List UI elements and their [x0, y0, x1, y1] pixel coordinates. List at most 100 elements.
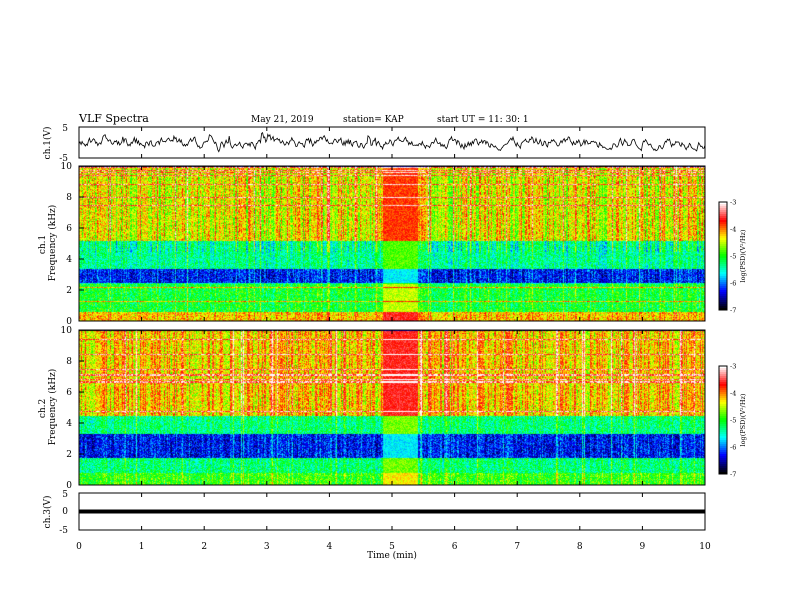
ch1-colorbar-cell: [719, 238, 727, 241]
ch1-colorbar-cell: [719, 206, 727, 209]
ch1-colorbar-cell: [719, 282, 727, 285]
ch1-colorbar-cell: [719, 218, 727, 221]
ch1-colorbar-cell: [719, 228, 727, 231]
ch2-colorbar-cell: [719, 378, 727, 381]
ch2-colorbar-cell: [719, 448, 727, 451]
ch1-colorbar-cell: [719, 256, 727, 259]
ch1-colorbar-frame: [718, 201, 728, 311]
ch2-colorbar: -3 -4 -5 -6 -7 log(PSD)(V²/Hz): [718, 363, 747, 479]
ch2-colorbar-cell: [719, 376, 727, 379]
ch1-colorbar-cell: [719, 274, 727, 277]
ch1-colorbar-cell: [719, 270, 727, 273]
ch2-colorbar-cell: [719, 454, 727, 457]
ch1-colorbar-cell: [719, 302, 727, 305]
ch3-ytick-top: 5: [62, 490, 68, 500]
ch1-colorbar-tick--6: -6: [730, 280, 736, 288]
ch2-colorbar-cell: [719, 462, 727, 465]
xtick-4: 4: [327, 542, 333, 552]
ch2-colorbar-cell: [719, 368, 727, 371]
ch1-spectrogram-image: [79, 166, 705, 321]
ch1-colorbar-cell: [719, 272, 727, 275]
ch2-ytick-0: 0: [66, 481, 72, 491]
ch1-colorbar-cell: [719, 212, 727, 215]
ch1-ytick-10: 10: [61, 162, 73, 172]
ch1-colorbar-cell: [719, 304, 727, 307]
ch2-colorbar-cell: [719, 444, 727, 447]
ch1-colorbar-cell: [719, 236, 727, 239]
ch2-colorbar-cell: [719, 426, 727, 429]
ch1-colorbar-cell: [719, 246, 727, 249]
figure-title: VLF Spectra: [78, 112, 149, 125]
ch2-colorbar-tick--4: -4: [730, 390, 736, 398]
ch1-colorbar-cell: [719, 284, 727, 287]
ch2-colorbar-cell: [719, 408, 727, 411]
ch2-colorbar-cell: [719, 470, 727, 473]
ch2-colorbar-cell: [719, 416, 727, 419]
ch2-colorbar-cell: [719, 384, 727, 387]
ch1-ytick-2: 2: [66, 286, 72, 296]
ch2-colorbar-cell: [719, 406, 727, 409]
ch1-colorbar-cell: [719, 248, 727, 251]
xtick-0: 0: [76, 542, 82, 552]
ch1-colorbar-cell: [719, 290, 727, 293]
ch1-colorbar-cell: [719, 288, 727, 291]
ch3-ytick-bottom: -5: [59, 526, 68, 536]
ch1-waveform-frame: [78, 126, 706, 159]
ch1-colorbar-cell: [719, 240, 727, 243]
ch1-ylabel-frequency: Frequency (kHz): [47, 205, 58, 282]
ch2-colorbar-frame: [718, 365, 728, 475]
ch1-colorbar-cell: [719, 286, 727, 289]
ch2-colorbar-cell: [719, 428, 727, 431]
ch1-colorbar-label: log(PSD)(V²/Hz): [739, 229, 747, 282]
ch1-spectrogram-ylabel: ch.1 Frequency (kHz): [38, 205, 58, 282]
ch2-colorbar-cell: [719, 374, 727, 377]
ch2-colorbar-cell: [719, 420, 727, 423]
ch2-colorbar-cell: [719, 382, 727, 385]
header-date: May 21, 2019: [251, 115, 314, 125]
ch2-colorbar-cell: [719, 464, 727, 467]
ch2-spectrogram-ylabel: ch.2 Frequency (kHz): [38, 369, 58, 446]
xtick-1: 1: [139, 542, 145, 552]
ch2-colorbar-cell: [719, 460, 727, 463]
ch1-colorbar-cell: [719, 276, 727, 279]
ch1-ylabel-channel: ch.1: [38, 235, 48, 254]
ch2-colorbar-cell: [719, 442, 727, 445]
ch3-waveform-panel: 5 0 -5 ch.3(V) 0 1 2 3 4 5 6 7 8 9 10 Time (min): [42, 127, 711, 561]
ch3-waveform-ylabel: ch.3(V): [42, 496, 53, 529]
ch1-colorbar-cell: [719, 306, 727, 309]
ch2-colorbar-cell: [719, 370, 727, 373]
ch2-colorbar-cell: [719, 390, 727, 393]
ch2-colorbar-cell: [719, 386, 727, 389]
ch2-colorbar-tick--6: -6: [730, 444, 736, 452]
ch1-colorbar-cell: [719, 224, 727, 227]
ch1-colorbar-tick--3: -3: [730, 199, 736, 207]
ch1-waveform-trace: [78, 132, 706, 153]
ch2-colorbar-cell: [719, 418, 727, 421]
xtick-9: 9: [640, 542, 646, 552]
ch1-colorbar-tick--4: -4: [730, 226, 736, 234]
ch1-colorbar-cell: [719, 296, 727, 299]
ch2-colorbar-tick--5: -5: [730, 417, 736, 425]
ch2-spectrogram-image: [79, 330, 705, 485]
ch2-colorbar-tick--7: -7: [730, 471, 736, 479]
ch2-colorbar-cell: [719, 410, 727, 413]
ch2-colorbar-cell: [719, 456, 727, 459]
ch2-ylabel-frequency: Frequency (kHz): [47, 369, 58, 446]
ch2-colorbar-cell: [719, 452, 727, 455]
ch2-colorbar-cell: [719, 404, 727, 407]
ch2-spectrogram-panel: 0 2 4 6 8 10 ch.2 Frequency (kHz): [38, 326, 706, 491]
ch2-colorbar-cell: [719, 436, 727, 439]
ch3-ytick-mid: 0: [62, 507, 68, 517]
ch2-colorbar-label: log(PSD)(V²/Hz): [739, 393, 747, 446]
ch2-ytick-4: 4: [66, 419, 72, 429]
xtick-6: 6: [452, 542, 458, 552]
ch2-colorbar-cell: [719, 366, 727, 369]
ch2-colorbar-cell: [719, 424, 727, 427]
ch1-ytick-0: 0: [66, 317, 72, 327]
ch1-colorbar-cell: [719, 292, 727, 295]
xtick-10: 10: [699, 542, 711, 552]
ch2-colorbar-cell: [719, 466, 727, 469]
ch2-colorbar-cell: [719, 400, 727, 403]
ch1-colorbar-cell: [719, 278, 727, 281]
ch2-ytick-6: 6: [66, 388, 72, 398]
